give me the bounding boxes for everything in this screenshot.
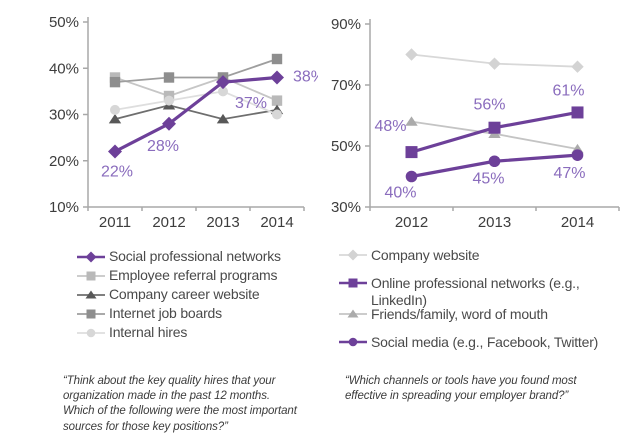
- circle-marker: [405, 170, 418, 183]
- diamond-marker: [270, 70, 284, 85]
- diamond-marker: [108, 144, 122, 159]
- diamond-legend-marker-icon: [77, 251, 105, 262]
- triangle-marker: [108, 113, 122, 124]
- series-line: [114, 58, 278, 84]
- x-category-label: 2013: [478, 214, 511, 231]
- employer-brand-channels-line-chart: 30% 50% 70% 90% 2012 2013 2014 48% 56% 61% 40% 45% 4…: [331, 16, 620, 231]
- data-point-label: 45%: [472, 170, 504, 187]
- square-marker: [163, 72, 175, 83]
- triangle-marker: [216, 113, 230, 124]
- circle-marker: [164, 95, 174, 106]
- circle-marker: [488, 155, 501, 168]
- diamond-legend-marker: [85, 251, 97, 262]
- legend-item-label: Employee referral programs: [109, 267, 278, 283]
- circle-legend-marker: [348, 337, 358, 347]
- square-marker: [571, 106, 584, 119]
- diamond-marker: [571, 60, 584, 73]
- square-marker: [271, 53, 283, 65]
- y-tick-label: 10%: [49, 199, 79, 216]
- diamond-marker: [405, 48, 418, 61]
- x-category-label: 2014: [260, 214, 293, 231]
- legend-item: Friends/family, word of mouth: [338, 306, 626, 323]
- y-tick-label: 90%: [331, 16, 361, 33]
- right-chart-legend: Company website Online professional netwo…: [338, 247, 626, 362]
- legend-item-label: Friends/family, word of mouth: [371, 306, 548, 322]
- y-tick-label: 50%: [49, 14, 79, 31]
- square-legend-marker: [86, 309, 96, 318]
- triangle-marker: [405, 116, 418, 126]
- data-point-label: 40%: [384, 185, 416, 202]
- triangle-legend-marker-icon: [339, 309, 367, 318]
- diamond-marker: [162, 116, 176, 131]
- data-point-label: 56%: [473, 97, 505, 114]
- y-tick-label: 50%: [331, 138, 361, 155]
- x-category-label: 2011: [99, 214, 131, 231]
- legend-item: Internal hires: [76, 323, 281, 342]
- triangle-legend-marker-icon: [77, 290, 105, 298]
- circle-marker: [571, 149, 584, 161]
- x-category-label: 2012: [152, 214, 185, 231]
- legend-item-label: Internet job boards: [109, 305, 222, 321]
- legend-item-label: Company career website: [109, 286, 260, 302]
- data-point-label: 37%: [235, 95, 267, 112]
- x-category-label: 2012: [395, 214, 428, 231]
- square-legend-marker: [348, 278, 358, 288]
- circle-marker: [110, 104, 120, 115]
- legend-item: Social professional networks: [76, 247, 281, 266]
- data-point-label: 22%: [101, 164, 133, 181]
- square-legend-marker-icon: [77, 309, 105, 318]
- square-legend-marker-icon: [339, 278, 367, 288]
- y-tick-label: 70%: [331, 77, 361, 94]
- left-chart-legend: Social professional networks Employee ref…: [76, 247, 281, 342]
- square-legend-marker-icon: [77, 271, 105, 280]
- legend-item-label: Social media (e.g., Facebook, Twitter): [371, 334, 599, 350]
- data-point-label: 38%: [293, 69, 318, 86]
- data-point-label: 48%: [374, 118, 406, 135]
- square-marker: [271, 95, 283, 106]
- quality-hire-sources-line-chart: 10% 20% 30% 40% 50% 2011 2012 2013 2014 22% 28% 37%…: [49, 14, 318, 231]
- square-legend-marker: [86, 271, 96, 280]
- y-tick-label: 30%: [49, 107, 79, 124]
- legend-item-label: Online professional networks (e.g., Link…: [371, 275, 580, 308]
- series-line: [114, 104, 278, 121]
- data-point-label: 28%: [147, 138, 179, 155]
- left-survey-question: “Think about the key quality hires that …: [63, 375, 297, 433]
- circle-legend-marker-icon: [77, 328, 105, 337]
- legend-item-label: Internal hires: [109, 324, 188, 340]
- triangle-legend-marker: [85, 290, 97, 298]
- diamond-legend-marker-icon: [339, 249, 367, 261]
- legend-item: Social media (e.g., Facebook, Twitter): [338, 334, 626, 351]
- square-marker: [109, 76, 121, 88]
- x-category-label: 2013: [206, 214, 239, 231]
- circle-legend-marker-icon: [339, 337, 367, 347]
- legend-item-label: Company website: [371, 247, 480, 263]
- circle-marker: [218, 86, 228, 97]
- legend-item: Employee referral programs: [76, 266, 281, 285]
- y-tick-label: 40%: [49, 60, 79, 77]
- legend-item: Internet job boards: [76, 304, 281, 323]
- circle-marker: [272, 109, 282, 120]
- y-tick-label: 30%: [331, 199, 361, 216]
- y-tick-label: 20%: [49, 153, 79, 170]
- legend-item: Online professional networks (e.g., Link…: [338, 275, 626, 309]
- legend-item: Company website: [338, 247, 626, 264]
- circle-legend-marker: [86, 328, 96, 337]
- square-marker: [405, 146, 418, 159]
- diamond-marker: [216, 75, 230, 90]
- diamond-marker: [488, 57, 501, 70]
- triangle-legend-marker: [347, 309, 359, 318]
- legend-item: Company career website: [76, 285, 281, 304]
- diamond-legend-marker: [347, 249, 359, 261]
- series-line: [114, 76, 278, 102]
- right-survey-question: “Which channels or tools have you found …: [345, 375, 577, 403]
- series-line: [114, 90, 278, 116]
- legend-item-label: Social professional networks: [109, 248, 281, 264]
- data-point-label: 47%: [553, 165, 585, 182]
- series-line: [114, 75, 278, 153]
- x-category-label: 2014: [561, 214, 594, 231]
- square-marker: [488, 121, 501, 134]
- data-point-label: 61%: [552, 82, 584, 99]
